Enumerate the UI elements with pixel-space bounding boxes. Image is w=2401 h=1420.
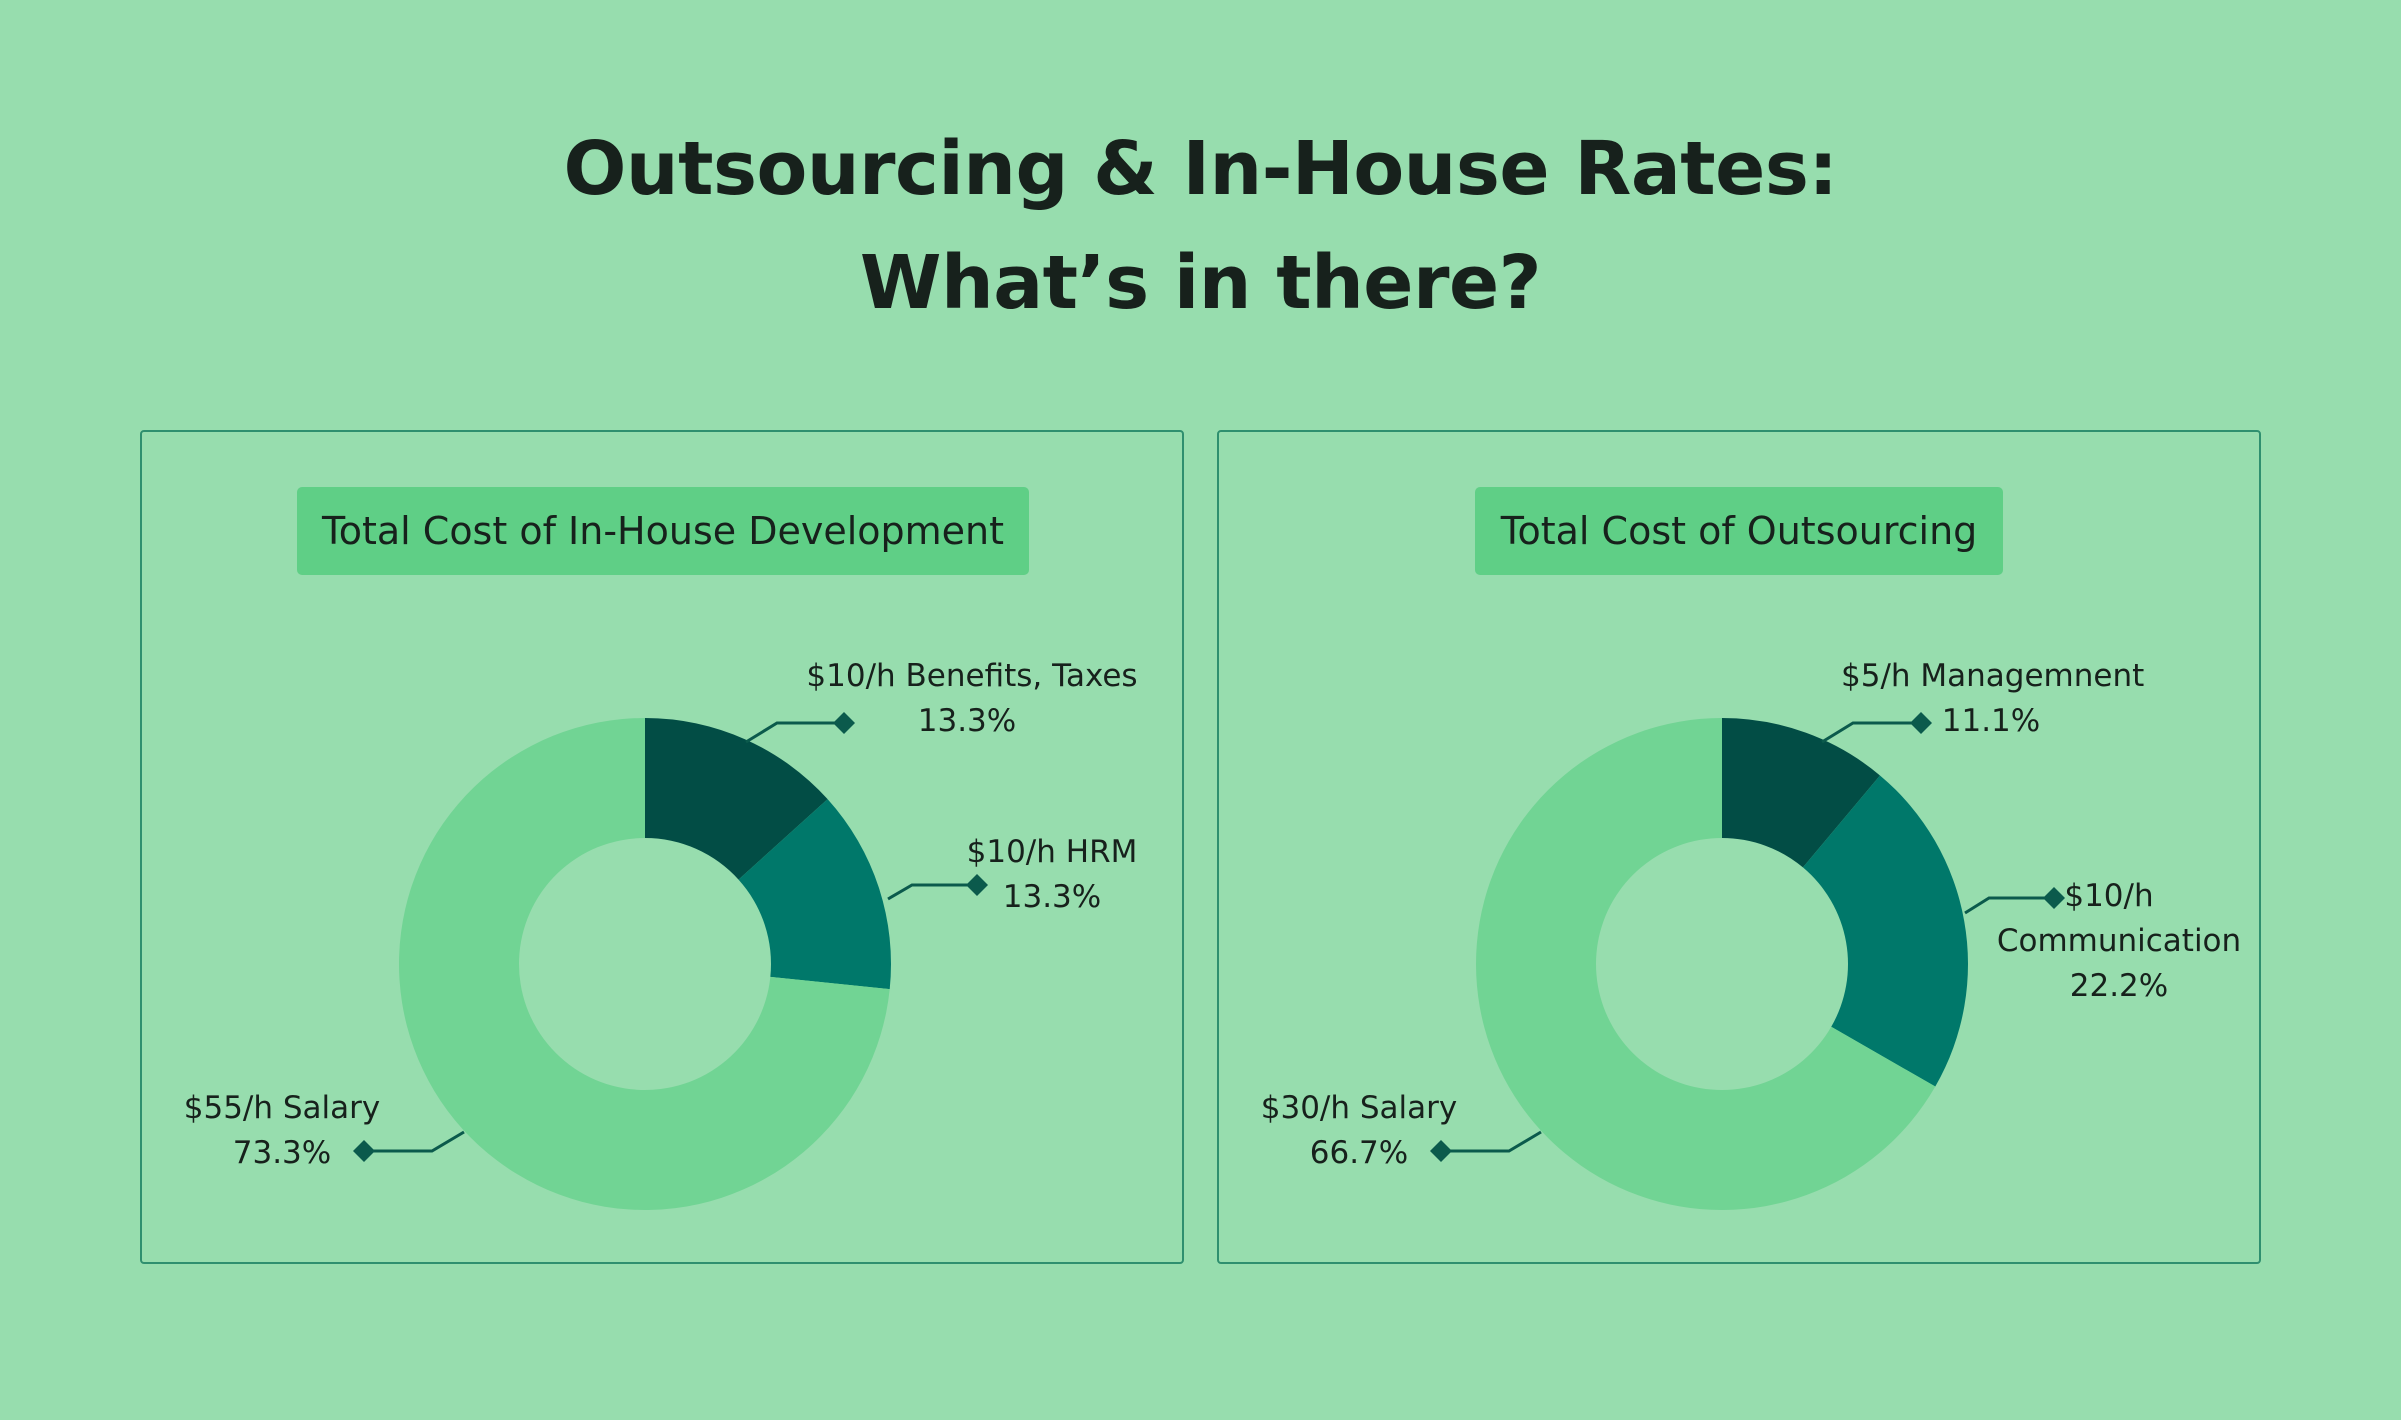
outsourcing-leader-line-3 [1441,1130,1542,1153]
label-salary-in-house-percent: 73.3% [232,1135,332,1171]
label-communication-name-2: Communication [1996,923,2242,959]
label-management-percent: 11.1% [1941,703,2041,739]
outsourcing-slice-1 [1722,718,1880,868]
label-hrm: $10/h HRM 13.3% [962,830,1142,920]
in-house-leader-marker-3 [353,1140,375,1162]
label-management: $5/h Managemnent 11.1% [1841,654,2145,744]
in-house-slice-3 [399,718,890,1210]
in-house-leader-line-3 [364,1130,465,1153]
in-house-leader-line-1 [745,721,844,744]
label-salary-outsourcing: $30/h Salary 66.7% [1259,1086,1459,1176]
outsourcing-slice-2 [1802,775,1968,1087]
in-house-leader-marker-2 [966,874,988,896]
outsourcing-leader-line-2 [1964,896,2054,915]
outsourcing-leader-line-1 [1821,721,1921,744]
label-salary-outsourcing-percent: 66.7% [1309,1135,1409,1171]
in-house-slice-1 [645,718,828,880]
title-line-1: Outsourcing & In-House Rates: [563,126,1838,212]
label-communication: $10/h Communication 22.2% [1989,874,2249,1009]
label-hrm-name: $10/h HRM [966,834,1138,870]
outsourcing-leader-marker-3 [1430,1140,1452,1162]
in-house-slice-2 [738,799,892,990]
page-title: Outsourcing & In-House Rates: What’s in … [0,112,2401,340]
label-benefits-taxes-name: $10/h Benefits, Taxes [806,658,1138,694]
in-house-panel-title: Total Cost of In-House Development [297,487,1029,575]
label-management-name: $5/h Managemnent [1841,658,2145,694]
label-benefits-taxes: $10/h Benefits, Taxes 13.3% [782,654,1162,744]
label-communication-percent: 22.2% [2069,968,2169,1004]
label-salary-outsourcing-name: $30/h Salary [1260,1090,1458,1126]
in-house-leader-line-2 [887,883,977,901]
in-house-donut-chart [353,712,988,1210]
outsourcing-slice-3 [1476,718,1936,1210]
label-salary-in-house-name: $55/h Salary [183,1090,381,1126]
label-benefits-taxes-percent: 13.3% [917,703,1017,739]
in-house-leader-marker-1 [833,712,855,734]
outsourcing-panel-title: Total Cost of Outsourcing [1475,487,2003,575]
label-salary-in-house: $55/h Salary 73.3% [182,1086,382,1176]
outsourcing-donut-chart [1430,712,2065,1210]
outsourcing-leader-marker-2 [2043,887,2065,909]
label-hrm-percent: 13.3% [1002,879,1102,915]
label-communication-name-1: $10/h [2064,878,2154,914]
title-line-2: What’s in there? [859,240,1542,326]
outsourcing-leader-marker-1 [1910,712,1932,734]
outsourcing-panel: Total Cost of Outsourcing $5/h Managemne… [1217,430,2261,1264]
in-house-panel: Total Cost of In-House Development $10/h… [140,430,1184,1264]
